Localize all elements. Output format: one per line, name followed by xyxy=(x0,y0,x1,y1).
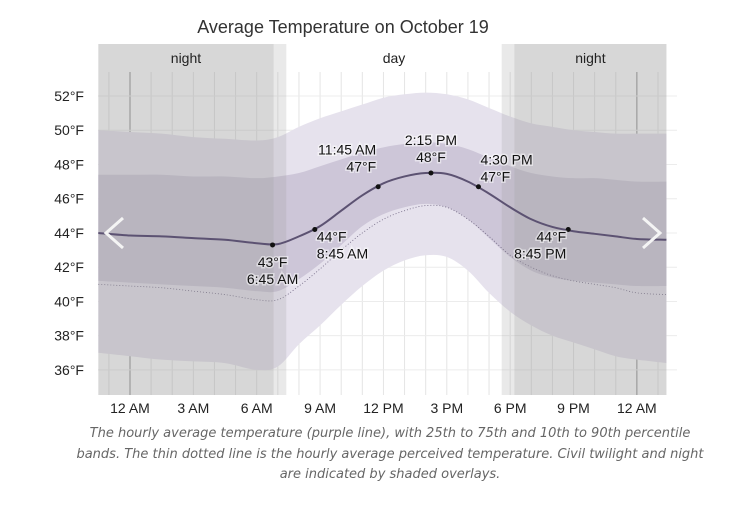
y-tick-label: 36°F xyxy=(54,362,84,378)
annotation-label: 8:45 PM xyxy=(514,246,566,262)
annotation-label: 2:15 PM xyxy=(405,132,457,148)
mean-temperature-line xyxy=(98,171,667,246)
y-tick-label: 42°F xyxy=(54,259,84,275)
x-tick-label: 12 PM xyxy=(363,400,403,416)
p25-p75-band xyxy=(98,142,667,293)
x-tick-label: 6 PM xyxy=(494,400,527,416)
annotation-label: 4:30 PM xyxy=(480,152,532,168)
annotation-label: 11:45 AM xyxy=(318,142,376,158)
annotation-label: 6:45 AM xyxy=(247,271,298,287)
x-tick-label: 9 AM xyxy=(304,400,336,416)
x-tick-label: 12 AM xyxy=(110,400,150,416)
annotation-point xyxy=(428,170,434,176)
period-label-night: night xyxy=(171,50,201,66)
x-tick-label: 3 PM xyxy=(430,400,463,416)
y-tick-label: 38°F xyxy=(54,328,84,344)
night-overlay xyxy=(514,44,667,395)
chart-title: Average Temperature on October 19 xyxy=(197,17,489,37)
y-tick-label: 52°F xyxy=(54,88,84,104)
perceived-temperature-line xyxy=(98,204,667,302)
y-tick-label: 50°F xyxy=(54,122,84,138)
twilight-overlay xyxy=(273,44,287,395)
annotation-label: 44°F xyxy=(537,229,567,245)
annotation-label: 47°F xyxy=(480,169,510,185)
x-tick-label: 9 PM xyxy=(557,400,590,416)
annotation-label: 43°F xyxy=(258,254,288,270)
chevron-left-icon[interactable] xyxy=(103,216,124,250)
y-tick-label: 48°F xyxy=(54,156,84,172)
annotation-label: 47°F xyxy=(346,159,376,175)
y-tick-label: 44°F xyxy=(54,225,84,241)
annotation-point xyxy=(475,184,481,190)
x-tick-label: 12 AM xyxy=(617,400,657,416)
period-label-night: night xyxy=(575,50,605,66)
y-tick-label: 40°F xyxy=(54,293,84,309)
annotation-point xyxy=(565,227,571,233)
x-tick-label: 6 AM xyxy=(241,400,273,416)
annotation-label: 44°F xyxy=(317,229,347,245)
annotation-label: 48°F xyxy=(416,149,446,165)
x-tick-label: 3 AM xyxy=(177,400,209,416)
night-overlay xyxy=(98,44,274,395)
chevron-right-icon[interactable] xyxy=(642,216,663,250)
period-label-day: day xyxy=(383,50,406,66)
annotation-point xyxy=(270,242,276,248)
temperature-chart: 36°F 38°F 40°F 42°F 44°F 46°F 48°F 50°F 52°F 12 A… xyxy=(54,44,677,416)
p10-p90-band xyxy=(98,92,667,371)
annotation-point xyxy=(312,227,318,233)
y-tick-label: 46°F xyxy=(54,191,84,207)
chart-caption: The hourly average temperature (purple l… xyxy=(76,426,704,482)
annotation-label: 8:45 AM xyxy=(317,246,368,262)
annotation-point xyxy=(375,184,381,190)
twilight-overlay xyxy=(501,44,515,395)
